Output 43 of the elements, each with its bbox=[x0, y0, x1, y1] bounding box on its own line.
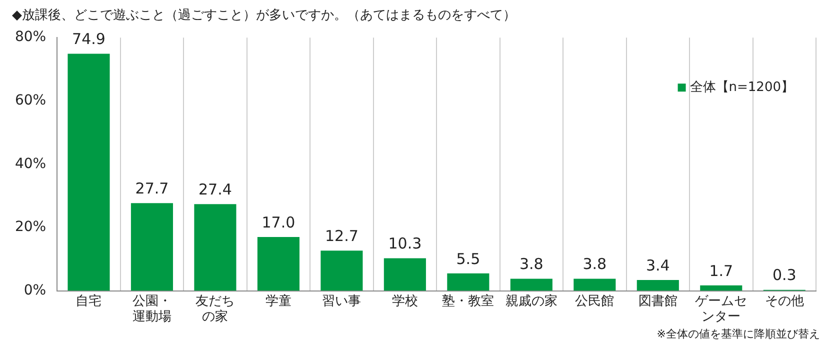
x-tick-label: 公民館 bbox=[575, 294, 614, 309]
data-label: 0.3 bbox=[772, 266, 796, 284]
y-tick-label: 0% bbox=[24, 282, 46, 298]
x-tick-label: 親戚の家 bbox=[505, 292, 558, 309]
data-label: 3.8 bbox=[519, 255, 544, 274]
legend-label: 全体【n=1200】 bbox=[690, 80, 794, 95]
bar bbox=[447, 273, 490, 291]
x-tick-label: 学校 bbox=[392, 294, 418, 309]
data-label: 27.7 bbox=[135, 180, 169, 198]
text: ※全体の値を基準に降順並び替え bbox=[656, 327, 820, 340]
data-label: 3.8 bbox=[582, 255, 607, 274]
bar bbox=[510, 278, 552, 291]
x-tick-label: その他 bbox=[764, 294, 804, 309]
x-tick-label: 習い事 bbox=[322, 294, 362, 309]
data-label: 3.4 bbox=[646, 256, 670, 274]
bar bbox=[68, 54, 110, 291]
y-tick-label: 20% bbox=[14, 219, 46, 236]
x-tick-label: 学童 bbox=[265, 292, 292, 309]
bar bbox=[257, 236, 300, 291]
x-tick-label: 塾・教室 bbox=[442, 292, 494, 309]
data-label: 12.7 bbox=[324, 226, 358, 245]
bar bbox=[194, 204, 236, 291]
bar bbox=[320, 250, 363, 291]
data-label: 10.3 bbox=[388, 234, 422, 253]
x-tick-label: 友だちの家 bbox=[196, 294, 235, 325]
data-label: 74.9 bbox=[72, 30, 106, 48]
chart-title: ◆放課後、どこで遊ぶこと（過ごすこと）が多いですか。（あてはまるものをすべて） bbox=[12, 8, 516, 24]
bar bbox=[574, 278, 616, 291]
data-label: 1.7 bbox=[709, 262, 734, 280]
x-tick-label: 自宅 bbox=[76, 292, 102, 309]
bar bbox=[636, 280, 679, 291]
bar bbox=[700, 285, 742, 291]
x-tick-label: ゲームセンター bbox=[695, 294, 748, 325]
data-label: 5.5 bbox=[456, 250, 480, 268]
data-label: 17.0 bbox=[262, 213, 296, 232]
data-label: 27.4 bbox=[198, 180, 232, 198]
y-tick-label: 40% bbox=[14, 156, 46, 172]
y-tick-label: 60% bbox=[14, 92, 46, 109]
y-tick-label: 80% bbox=[14, 29, 46, 46]
bar bbox=[384, 258, 426, 291]
x-tick-label: 図書館 bbox=[638, 294, 678, 309]
x-tick-label: 公園・運動場 bbox=[132, 294, 172, 325]
bar bbox=[130, 203, 174, 291]
